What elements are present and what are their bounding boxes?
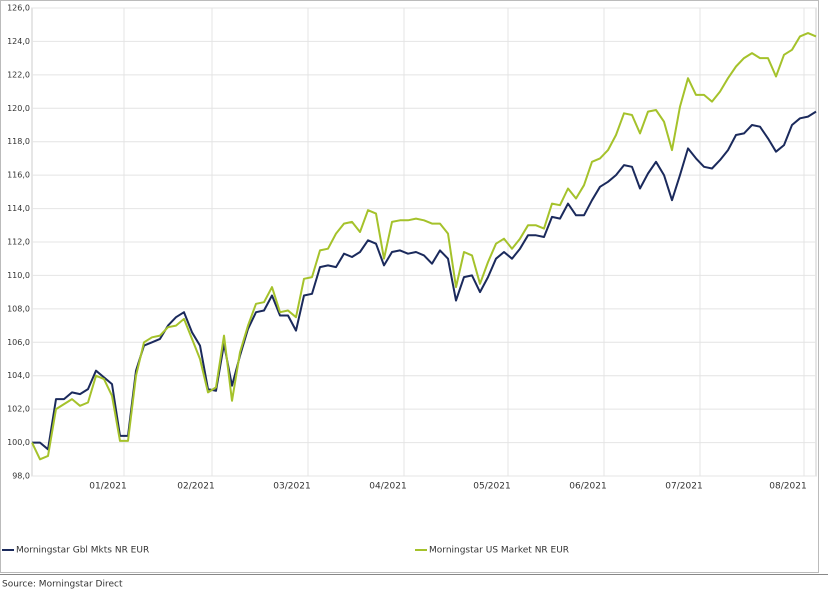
x-tick-label: 05/2021 <box>473 482 510 492</box>
y-tick-label: 118,0 <box>7 137 30 146</box>
legend-label: Morningstar US Market NR EUR <box>429 546 569 556</box>
y-tick-label: 112,0 <box>7 238 30 247</box>
y-tick-label: 98,0 <box>12 472 30 481</box>
series-line <box>31 32 817 461</box>
legend-label: Morningstar Gbl Mkts NR EUR <box>16 546 149 556</box>
y-tick-label: 102,0 <box>7 405 30 414</box>
x-tick-label: 08/2021 <box>769 482 806 492</box>
y-tick-label: 122,0 <box>7 70 30 79</box>
x-tick-label: 01/2021 <box>89 482 126 492</box>
y-tick-label: 124,0 <box>7 37 30 46</box>
y-tick-label: 104,0 <box>7 371 30 380</box>
series-line <box>32 110 817 451</box>
y-tick-label: 108,0 <box>7 304 30 313</box>
y-tick-label: 110,0 <box>7 271 30 280</box>
y-tick-label: 116,0 <box>7 171 30 180</box>
y-tick-label: 106,0 <box>7 338 30 347</box>
x-tick-label: 06/2021 <box>569 482 606 492</box>
x-tick-label: 07/2021 <box>665 482 702 492</box>
source: Source: Morningstar Direct <box>2 580 123 590</box>
y-tick-label: 100,0 <box>7 438 30 447</box>
y-tick-label: 126,0 <box>7 4 30 13</box>
x-tick-label: 03/2021 <box>273 482 310 492</box>
y-tick-label: 114,0 <box>7 204 30 213</box>
y-tick-label: 120,0 <box>7 104 30 113</box>
x-tick-label: 04/2021 <box>369 482 406 492</box>
x-tick-label: 02/2021 <box>177 482 214 492</box>
